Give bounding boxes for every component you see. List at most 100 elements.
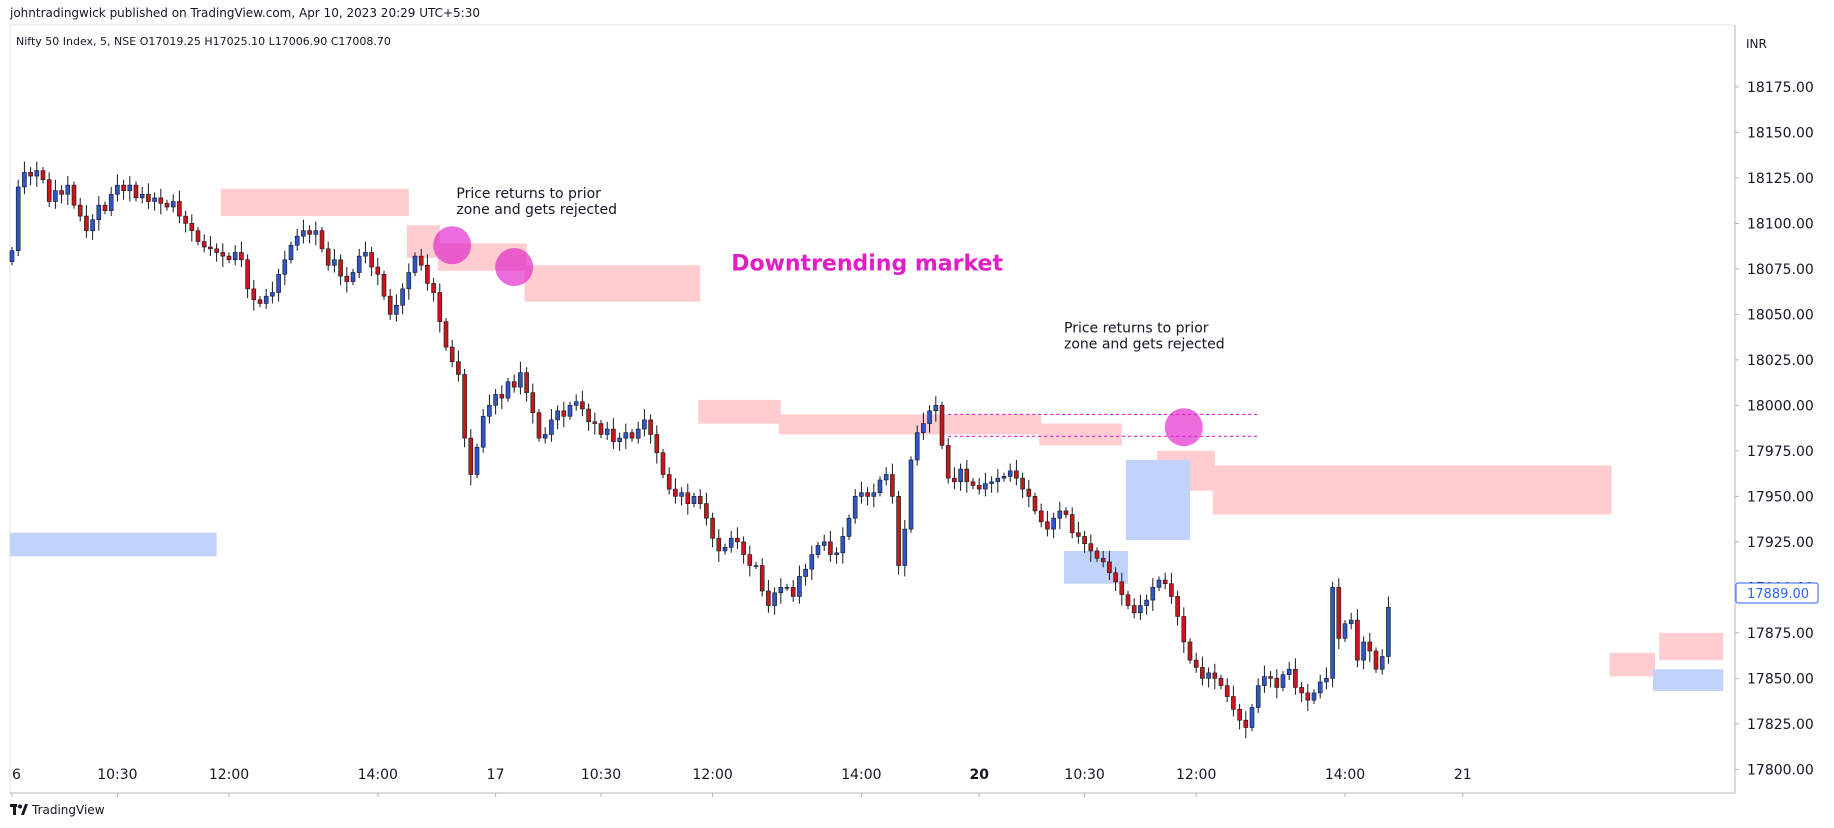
candle-body (728, 537, 734, 548)
candle (673, 478, 678, 504)
candle (1175, 590, 1180, 626)
candle-body (108, 193, 114, 211)
candle (1330, 581, 1335, 688)
candle-body (220, 252, 226, 257)
candle-body (270, 292, 275, 297)
candle-body (989, 481, 994, 484)
candle-body (1348, 619, 1354, 625)
candle (586, 403, 591, 431)
candle (722, 543, 728, 555)
candle-body (691, 496, 697, 504)
candle-body (803, 568, 808, 577)
candle (1032, 492, 1038, 515)
candle (1293, 658, 1298, 695)
candle-body (319, 230, 325, 250)
candle (1069, 507, 1075, 539)
supply-zone (1212, 465, 1612, 515)
candle (704, 492, 709, 526)
candle-body (735, 537, 740, 543)
candle-body (710, 517, 715, 539)
price-tick-label: 17950.00 (1747, 489, 1814, 505)
candle-body (1293, 668, 1298, 688)
candle-body (158, 197, 164, 204)
last-price-tag: 17889.00 (1735, 582, 1819, 604)
candle (1051, 512, 1056, 539)
candle (443, 318, 449, 351)
candle-body (139, 193, 145, 199)
annotation-text: Price returns to prior zone and gets reje… (1064, 321, 1225, 353)
candle (1001, 472, 1007, 482)
candle-body (1342, 623, 1348, 639)
candle-body (1336, 587, 1342, 639)
candle (449, 339, 455, 368)
candle-body (245, 259, 250, 290)
plot-area[interactable] (9, 24, 1736, 794)
time-tick-label: 10:30 (581, 767, 621, 783)
candle (77, 197, 83, 222)
time-axis[interactable]: 6 10:30 12:00 14:00 17 10:30 12:00 14:00 20 10:30… (11, 767, 1472, 797)
candle (239, 241, 244, 268)
candle (772, 587, 777, 615)
candle-body (1361, 641, 1366, 661)
demand-zone (1126, 459, 1190, 541)
candle-body (815, 545, 821, 555)
candle-body (369, 252, 374, 268)
candle-body (1373, 650, 1379, 670)
candle (821, 534, 827, 551)
candle-body (22, 172, 27, 188)
candle-body (1094, 550, 1100, 559)
candle (803, 563, 808, 586)
candle (697, 489, 703, 510)
candle-body (611, 428, 616, 443)
candle-body (1274, 678, 1280, 688)
candle-body (183, 215, 188, 224)
candle-body (1119, 581, 1125, 595)
candle (679, 487, 684, 506)
candle-body (356, 255, 362, 273)
candle (1379, 649, 1385, 675)
candle (59, 185, 64, 204)
candle (1361, 636, 1366, 670)
candle-body (115, 184, 120, 195)
candle-body (164, 203, 170, 208)
candle (1138, 594, 1143, 621)
candle (945, 438, 951, 484)
candle (623, 423, 629, 450)
candle (871, 483, 877, 508)
candle-body (1175, 596, 1180, 617)
candle-body (660, 452, 666, 475)
candle-body (666, 474, 672, 490)
candle-body (821, 541, 827, 546)
candle-body (232, 252, 238, 261)
candle (1243, 711, 1249, 739)
candle-body (890, 474, 895, 497)
price-axis[interactable]: 18175.00 18150.00 18125.00 18100.00 18075.00… (1735, 80, 1814, 778)
time-tick-label: 21 (1454, 767, 1472, 783)
candle (418, 248, 424, 271)
candle (784, 583, 790, 591)
candle-body (673, 488, 678, 497)
candle-body (1224, 685, 1230, 697)
price-tick-label: 17925.00 (1747, 535, 1814, 551)
candle (1045, 510, 1050, 537)
supply-zone (220, 188, 409, 217)
candle (257, 296, 263, 308)
candle-body (1255, 685, 1261, 708)
candle-body (499, 394, 505, 399)
candle (1020, 472, 1025, 499)
time-tick-label: 12:00 (209, 767, 249, 783)
candle (381, 270, 387, 300)
candle-body (1125, 594, 1131, 606)
candle-body (152, 197, 157, 202)
candle (53, 179, 58, 209)
candle (908, 456, 914, 533)
candle (350, 268, 356, 286)
candle-body (561, 410, 567, 417)
tradingview-logo[interactable]: TradingView (10, 803, 105, 817)
candle (1193, 652, 1199, 673)
candle-body (493, 394, 498, 406)
candle (363, 241, 368, 264)
candle-body (177, 201, 182, 217)
candle (809, 545, 815, 581)
